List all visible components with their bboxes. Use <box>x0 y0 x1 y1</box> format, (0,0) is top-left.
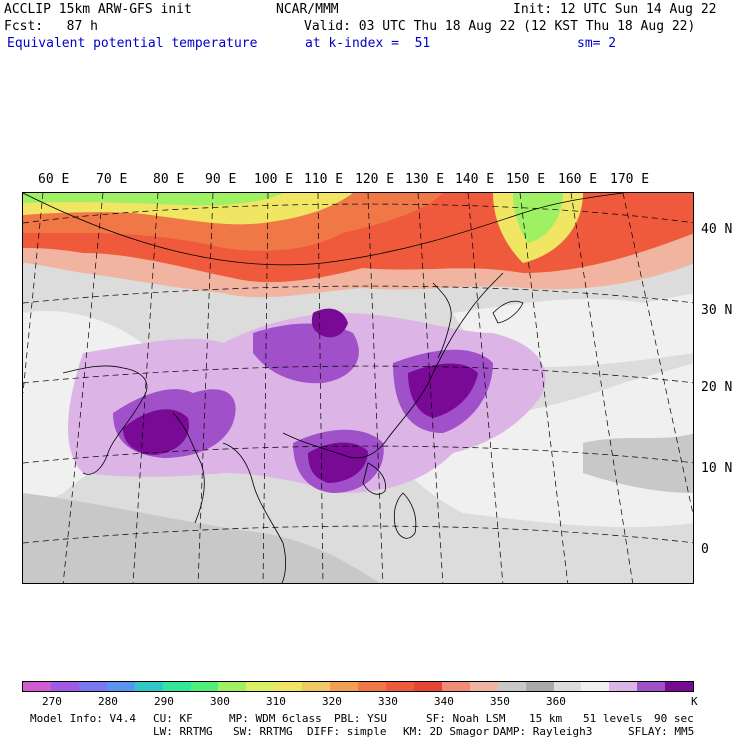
colorbar-swatch <box>358 682 386 691</box>
init-time: Init: 12 UTC Sun 14 Aug 22 <box>513 2 717 17</box>
lon-label: 160 E <box>558 172 598 187</box>
colorbar-swatch <box>609 682 638 691</box>
colorbar-tick-label: 320 <box>322 695 342 708</box>
model-info-item: 15 km <box>529 712 563 725</box>
colorbar-tick-label: 340 <box>434 695 454 708</box>
colorbar-swatch <box>302 682 331 691</box>
model-info-item: SFLAY: MM5 <box>628 725 695 738</box>
center-label: NCAR/MMM <box>276 2 339 17</box>
lon-label: 100 E <box>254 172 294 187</box>
field-region-dark-purple <box>311 308 348 338</box>
lat-label: 20 N <box>701 380 733 395</box>
colorbar-swatch <box>274 682 303 691</box>
lon-label: 110 E <box>304 172 344 187</box>
model-info-item: DIFF: simple <box>307 725 387 738</box>
colorbar-swatch <box>218 682 247 691</box>
colorbar-tick-label: 290 <box>154 695 174 708</box>
model-info-item: 51 levels <box>583 712 643 725</box>
lon-label: 170 E <box>610 172 650 187</box>
field-name: Equivalent potential temperature <box>7 36 258 51</box>
model-title: ACCLIP 15km ARW-GFS init <box>4 2 192 17</box>
lat-label: 0 <box>701 542 709 557</box>
colorbar-tick-label: 350 <box>490 695 510 708</box>
lat-label: 40 N <box>701 222 733 237</box>
colorbar-swatch <box>330 682 359 691</box>
field-region-dark-purple <box>308 442 368 483</box>
coastlines <box>23 193 624 583</box>
colorbar-tick-label: 330 <box>378 695 398 708</box>
lon-label: 60 E <box>38 172 70 187</box>
field-region-white <box>383 363 693 528</box>
colorbar-swatch <box>23 682 51 691</box>
colorbar-swatch <box>553 682 582 691</box>
lon-label: 140 E <box>455 172 495 187</box>
colorbar-tick-label: 280 <box>98 695 118 708</box>
valid-time: Valid: 03 UTC Thu 18 Aug 22 (12 KST Thu … <box>304 19 696 34</box>
colorbar <box>22 681 694 692</box>
colorbar-tick-label: 360 <box>546 695 566 708</box>
model-info-item: SW: RRTMG <box>233 725 293 738</box>
colorbar-tick-label: 310 <box>266 695 286 708</box>
colorbar-swatch <box>50 682 79 691</box>
forecast-hour: Fcst: 87 h <box>4 19 98 34</box>
level-label: at k-index = 51 <box>305 36 431 51</box>
map-panel <box>22 192 694 584</box>
colorbar-swatch <box>441 682 470 691</box>
model-info-item: PBL: YSU <box>334 712 387 725</box>
field-region-grey <box>583 433 693 493</box>
colorbar-swatch <box>385 682 414 691</box>
model-info-item: 90 sec <box>654 712 694 725</box>
colorbar-unit: K <box>691 695 698 708</box>
lon-label: 120 E <box>355 172 395 187</box>
colorbar-swatch <box>246 682 275 691</box>
model-info-item: KM: 2D Smagor <box>403 725 490 738</box>
lon-label: 70 E <box>96 172 128 187</box>
graticule <box>23 193 693 583</box>
model-info-item: CU: KF <box>153 712 193 725</box>
lon-label: 130 E <box>405 172 445 187</box>
colorbar-swatch <box>469 682 498 691</box>
lon-label: 150 E <box>506 172 546 187</box>
colorbar-swatch <box>413 682 442 691</box>
colorbar-tick-label: 300 <box>210 695 230 708</box>
lat-label: 10 N <box>701 461 733 476</box>
model-info-item: DAMP: Rayleigh3 <box>493 725 593 738</box>
field-region-purple <box>253 323 359 384</box>
colorbar-swatch <box>134 682 163 691</box>
colorbar-swatch <box>525 682 554 691</box>
lat-label: 30 N <box>701 303 733 318</box>
lon-label: 80 E <box>153 172 185 187</box>
field-region-dark-purple <box>408 363 478 418</box>
smoothing-label: sm= 2 <box>577 36 617 51</box>
colorbar-swatch <box>78 682 107 691</box>
colorbar-swatch <box>162 682 191 691</box>
lon-label: 90 E <box>205 172 237 187</box>
theta-e-map <box>23 193 693 583</box>
model-info-item: Model Info: V4.4 <box>30 712 136 725</box>
model-info-item: LW: RRTMG <box>153 725 213 738</box>
colorbar-swatch <box>581 682 610 691</box>
colorbar-tick-label: 270 <box>42 695 62 708</box>
model-info-item: SF: Noah LSM <box>426 712 506 725</box>
field-region-green <box>23 193 283 206</box>
field-region-dark-purple <box>123 409 189 455</box>
field-region-grey <box>23 493 380 583</box>
colorbar-swatch <box>665 682 694 691</box>
colorbar-swatch <box>637 682 666 691</box>
model-info-item: MP: WDM 6class <box>229 712 322 725</box>
colorbar-swatch <box>190 682 219 691</box>
colorbar-swatch <box>497 682 526 691</box>
colorbar-swatch <box>106 682 135 691</box>
